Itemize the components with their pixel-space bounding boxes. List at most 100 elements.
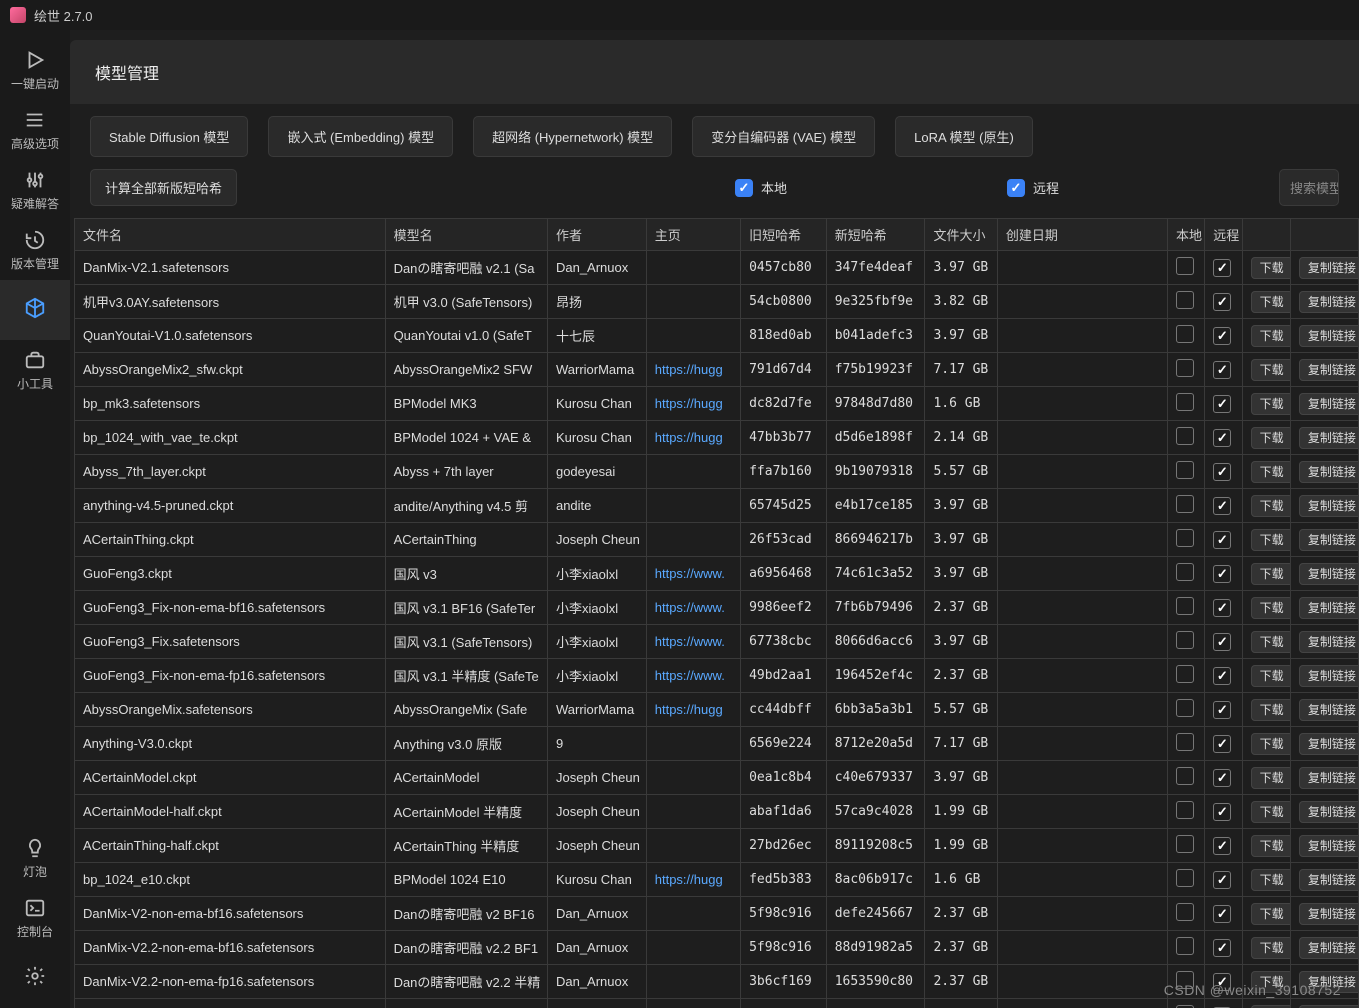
table-row[interactable]: ACertainModel-half.ckptACertainModel 半精度… — [75, 795, 1359, 829]
download-button[interactable]: 下载 — [1251, 325, 1291, 347]
remote-row-checkbox[interactable] — [1213, 939, 1231, 957]
copy-link-button[interactable]: 复制链接 — [1299, 563, 1359, 585]
table-row[interactable]: Anything-V3.0.ckptAnything v3.0 原版96569e… — [75, 727, 1359, 761]
remote-row-checkbox[interactable] — [1213, 361, 1231, 379]
download-button[interactable]: 下载 — [1251, 359, 1291, 381]
homepage-link[interactable]: https://hugg — [655, 872, 723, 887]
download-button[interactable]: 下载 — [1251, 427, 1291, 449]
local-row-checkbox[interactable] — [1176, 835, 1194, 853]
table-row[interactable]: bp_mk3.safetensorsBPModel MK3Kurosu Chan… — [75, 387, 1359, 421]
sidebar-item-tools[interactable]: 小工具 — [0, 340, 70, 400]
homepage-link[interactable]: https://www. — [655, 600, 725, 615]
local-row-checkbox[interactable] — [1176, 699, 1194, 717]
copy-link-button[interactable]: 复制链接 — [1299, 937, 1359, 959]
local-row-checkbox[interactable] — [1176, 359, 1194, 377]
sidebar-item-models[interactable] — [0, 280, 70, 340]
local-row-checkbox[interactable] — [1176, 597, 1194, 615]
sidebar-item-advanced[interactable]: 高级选项 — [0, 100, 70, 160]
local-row-checkbox[interactable] — [1176, 733, 1194, 751]
remote-row-checkbox[interactable] — [1213, 293, 1231, 311]
download-button[interactable]: 下载 — [1251, 631, 1291, 653]
remote-row-checkbox[interactable] — [1213, 531, 1231, 549]
local-row-checkbox[interactable] — [1176, 563, 1194, 581]
col-file[interactable]: 文件名 — [75, 219, 386, 251]
download-button[interactable]: 下载 — [1251, 257, 1291, 279]
remote-row-checkbox[interactable] — [1213, 327, 1231, 345]
copy-link-button[interactable]: 复制链接 — [1299, 869, 1359, 891]
remote-row-checkbox[interactable] — [1213, 565, 1231, 583]
tab-embedding[interactable]: 嵌入式 (Embedding) 模型 — [268, 116, 453, 157]
remote-row-checkbox[interactable] — [1213, 259, 1231, 277]
table-row[interactable]: 机甲v3.0AY.safetensors机甲 v3.0 (SafeTensors… — [75, 285, 1359, 319]
remote-row-checkbox[interactable] — [1213, 633, 1231, 651]
tab-sd[interactable]: Stable Diffusion 模型 — [90, 116, 248, 157]
copy-link-button[interactable]: 复制链接 — [1299, 529, 1359, 551]
table-row[interactable]: bp_1024_e10.ckptBPModel 1024 E10Kurosu C… — [75, 863, 1359, 897]
local-row-checkbox[interactable] — [1176, 461, 1194, 479]
local-row-checkbox[interactable] — [1176, 325, 1194, 343]
copy-link-button[interactable]: 复制链接 — [1299, 801, 1359, 823]
homepage-link[interactable]: https://www. — [655, 668, 725, 683]
copy-link-button[interactable]: 复制链接 — [1299, 767, 1359, 789]
download-button[interactable]: 下载 — [1251, 563, 1291, 585]
table-row[interactable]: QuanYoutai-V1.0.safetensorsQuanYoutai v1… — [75, 319, 1359, 353]
local-row-checkbox[interactable] — [1176, 257, 1194, 275]
col-author[interactable]: 作者 — [547, 219, 646, 251]
remote-row-checkbox[interactable] — [1213, 463, 1231, 481]
local-row-checkbox[interactable] — [1176, 801, 1194, 819]
sidebar-item-settings[interactable] — [0, 948, 70, 1008]
homepage-link[interactable]: https://hugg — [655, 396, 723, 411]
remote-row-checkbox[interactable] — [1213, 803, 1231, 821]
download-button[interactable]: 下载 — [1251, 937, 1291, 959]
table-row[interactable]: DanMix-V2-non-ema-bf16.safetensorsDanの瞎寄… — [75, 897, 1359, 931]
remote-row-checkbox[interactable] — [1213, 395, 1231, 413]
local-row-checkbox[interactable] — [1176, 971, 1194, 989]
table-row[interactable]: DanMix-V2.2-non-ema-bf16.safetensorsDanの… — [75, 931, 1359, 965]
table-row[interactable]: AbyssOrangeMix2_sfw.ckptAbyssOrangeMix2 … — [75, 353, 1359, 387]
local-row-checkbox[interactable] — [1176, 291, 1194, 309]
download-button[interactable]: 下载 — [1251, 291, 1291, 313]
table-row[interactable]: GuoFeng3.ckpt国风 v3小李xiaolxlhttps://www.a… — [75, 557, 1359, 591]
table-row[interactable]: ACertainModel.ckptACertainModelJoseph Ch… — [75, 761, 1359, 795]
copy-link-button[interactable]: 复制链接 — [1299, 903, 1359, 925]
remote-row-checkbox[interactable] — [1213, 837, 1231, 855]
download-button[interactable]: 下载 — [1251, 699, 1291, 721]
tab-vae[interactable]: 变分自编码器 (VAE) 模型 — [692, 116, 875, 157]
download-button[interactable]: 下载 — [1251, 495, 1291, 517]
table-row[interactable]: anything-v4.5-pruned.ckptandite/Anything… — [75, 489, 1359, 523]
download-button[interactable]: 下载 — [1251, 835, 1291, 857]
copy-link-button[interactable]: 复制链接 — [1299, 699, 1359, 721]
local-row-checkbox[interactable] — [1176, 427, 1194, 445]
remote-row-checkbox[interactable] — [1213, 973, 1231, 991]
col-oldhash[interactable]: 旧短哈希 — [741, 219, 827, 251]
sidebar-item-bulb[interactable]: 灯泡 — [0, 828, 70, 888]
compute-hash-button[interactable]: 计算全部新版短哈希 — [90, 169, 237, 206]
sidebar-item-version[interactable]: 版本管理 — [0, 220, 70, 280]
remote-checkbox-wrap[interactable]: 远程 — [1007, 178, 1059, 197]
remote-row-checkbox[interactable] — [1213, 701, 1231, 719]
tab-lora[interactable]: LoRA 模型 (原生) — [895, 116, 1033, 157]
table-row[interactable]: DanMix-V2.2-non-ema-fp16.safetensorsDanの… — [75, 965, 1359, 999]
homepage-link[interactable]: https://www. — [655, 566, 725, 581]
local-checkbox[interactable] — [735, 179, 753, 197]
local-row-checkbox[interactable] — [1176, 631, 1194, 649]
table-row[interactable]: AbyssOrangeMix.safetensorsAbyssOrangeMix… — [75, 693, 1359, 727]
local-row-checkbox[interactable] — [1176, 767, 1194, 785]
download-button[interactable]: 下载 — [1251, 869, 1291, 891]
table-row[interactable]: GuoFeng3_Fix-non-ema-bf16.safetensors国风 … — [75, 591, 1359, 625]
local-row-checkbox[interactable] — [1176, 869, 1194, 887]
download-button[interactable]: 下载 — [1251, 733, 1291, 755]
remote-row-checkbox[interactable] — [1213, 735, 1231, 753]
download-button[interactable]: 下载 — [1251, 801, 1291, 823]
copy-link-button[interactable]: 复制链接 — [1299, 971, 1359, 993]
col-model[interactable]: 模型名 — [385, 219, 547, 251]
col-home[interactable]: 主页 — [646, 219, 740, 251]
sidebar-item-console[interactable]: 控制台 — [0, 888, 70, 948]
homepage-link[interactable]: https://hugg — [655, 430, 723, 445]
col-date[interactable]: 创建日期 — [997, 219, 1167, 251]
table-row[interactable]: ACertainThing-half.ckptACertainThing 半精度… — [75, 829, 1359, 863]
col-size[interactable]: 文件大小 — [925, 219, 997, 251]
table-row[interactable]: DanMix-V2.1.safetensorsDanの瞎寄吧融 v2.1 (Sa… — [75, 251, 1359, 285]
local-row-checkbox[interactable] — [1176, 937, 1194, 955]
sidebar-item-launch[interactable]: 一键启动 — [0, 40, 70, 100]
